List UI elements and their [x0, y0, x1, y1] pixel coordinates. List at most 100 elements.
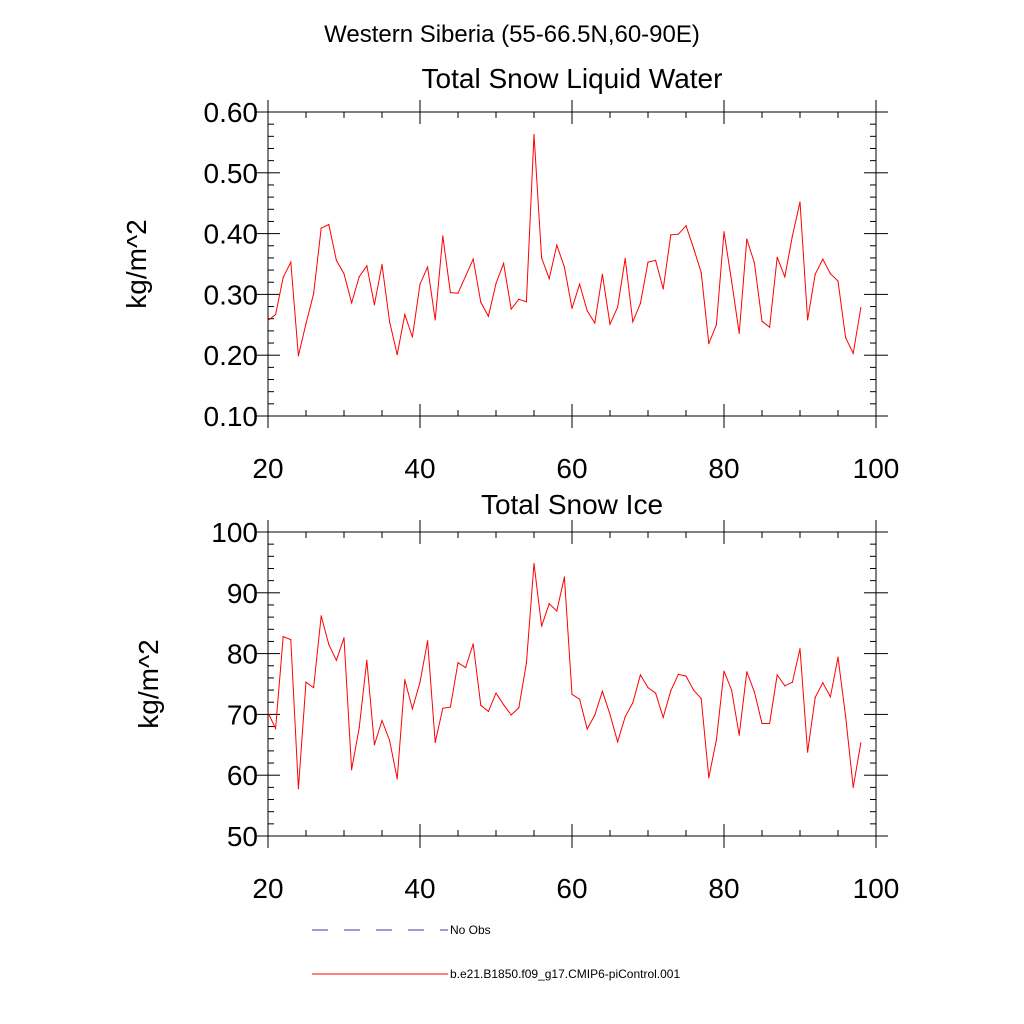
data-point: [731, 280, 733, 282]
data-point: [715, 739, 718, 741]
y-tick-label: 0.30: [204, 279, 259, 310]
data-point: [601, 690, 604, 692]
data-point: [282, 635, 284, 638]
data-point: [275, 727, 277, 729]
data-point: [449, 706, 451, 708]
data-point: [677, 233, 680, 235]
data-point: [845, 715, 847, 717]
data-point: [457, 292, 459, 294]
data-point: [845, 336, 847, 339]
data-point: [411, 708, 413, 710]
data-point: [389, 739, 391, 742]
y-tick-label: 70: [227, 699, 258, 730]
data-point: [860, 307, 862, 309]
data-point: [685, 675, 687, 677]
data-point: [662, 288, 664, 290]
data-point: [503, 704, 505, 706]
data-point: [442, 707, 444, 709]
data-point: [518, 707, 520, 709]
data-point: [373, 304, 375, 306]
data-point: [807, 319, 809, 321]
data-point: [267, 319, 269, 322]
y-tick-label: 100: [211, 517, 258, 548]
data-point: [411, 336, 413, 338]
data-point: [525, 301, 528, 303]
data-point: [404, 313, 406, 316]
x-tick-label: 40: [404, 873, 435, 904]
data-point: [351, 302, 353, 304]
data-point: [594, 322, 596, 324]
data-point: [814, 696, 816, 698]
data-point: [784, 685, 786, 687]
data-point: [723, 670, 725, 672]
data-point: [541, 625, 543, 627]
data-point: [677, 673, 680, 675]
data-point: [480, 704, 482, 706]
y-tick-label: 60: [227, 760, 258, 791]
data-point: [632, 702, 634, 704]
data-point: [510, 308, 512, 310]
data-point: [335, 659, 337, 661]
data-point: [746, 238, 748, 240]
data-point: [449, 291, 451, 294]
data-point: [617, 306, 619, 308]
series-line: [267, 563, 862, 789]
data-point: [343, 273, 345, 275]
data-point: [784, 276, 786, 278]
data-point: [708, 343, 710, 345]
data-point: [769, 722, 771, 725]
data-point: [556, 244, 558, 246]
panel-snow-ice: Total Snow Ice kg/m^2 20 40 60 80 100 50 60 70 8…: [133, 489, 899, 904]
data-point: [700, 697, 702, 700]
data-point: [579, 698, 581, 700]
data-point: [434, 319, 436, 321]
data-point: [404, 679, 406, 681]
data-point: [776, 674, 778, 676]
legend-label-picontrol: b.e21.B1850.f09_g17.CMIP6-piControl.001: [450, 967, 680, 981]
data-point: [290, 261, 292, 263]
data-point: [617, 741, 619, 743]
data-point: [693, 247, 695, 249]
data-point: [472, 643, 474, 645]
data-point: [708, 777, 710, 779]
data-point: [533, 563, 535, 565]
y-tick-label: 0.20: [204, 340, 259, 371]
data-point: [822, 258, 824, 260]
data-point: [563, 266, 566, 268]
data-point: [822, 682, 824, 684]
data-point: [791, 235, 794, 237]
panel-liquid-water: Total Snow Liquid Water kg/m^2 20 40 60 80 1…: [121, 63, 899, 484]
data-point: [358, 727, 360, 729]
data-point: [594, 714, 596, 716]
data-point: [738, 734, 740, 736]
data-point: [533, 133, 535, 136]
legend: No Obs b.e21.B1850.f09_g17.CMIP6-piContr…: [312, 923, 680, 981]
data-point: [624, 257, 626, 260]
data-point: [396, 778, 398, 780]
data-point: [366, 265, 368, 267]
data-point: [647, 261, 649, 263]
y-axis-label: kg/m^2: [133, 639, 164, 728]
data-point: [313, 687, 315, 689]
data-point: [807, 751, 809, 753]
data-point: [427, 640, 429, 642]
data-point: [761, 320, 763, 322]
data-point: [624, 716, 626, 718]
data-point: [837, 280, 839, 282]
data-point: [639, 674, 642, 676]
x-tick-label: 20: [252, 873, 283, 904]
data-point: [601, 273, 604, 275]
data-point: [586, 310, 588, 312]
data-point: [419, 283, 421, 285]
data-point: [328, 643, 330, 646]
data-point: [510, 714, 512, 716]
chart-title: Total Snow Ice: [481, 489, 663, 520]
data-point: [685, 225, 687, 227]
chart-title: Total Snow Liquid Water: [422, 63, 723, 94]
data-point: [852, 786, 854, 788]
data-point: [351, 769, 353, 771]
data-point: [563, 576, 566, 578]
data-point: [487, 710, 489, 712]
data-point: [852, 352, 854, 354]
x-tick-label: 60: [556, 453, 587, 484]
